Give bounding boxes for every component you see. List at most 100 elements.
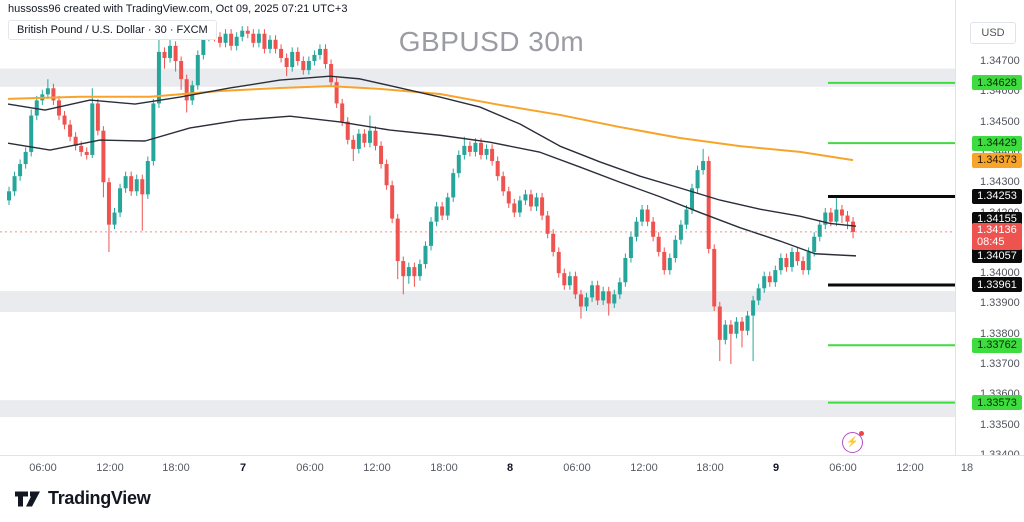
- candle: [345, 117, 350, 145]
- symbol-legend[interactable]: British Pound / U.S. Dollar · 30 · FXCM: [8, 20, 217, 40]
- symbol-legend-text: British Pound / U.S. Dollar · 30 · FXCM: [17, 24, 208, 36]
- candle: [701, 148, 706, 175]
- time-axis[interactable]: 06:00 12:00 18:00 7 06:00 12:00 18:00 8 06:00 12:…: [0, 455, 1024, 481]
- time-tick: 12:00: [96, 462, 124, 474]
- candle: [728, 320, 733, 365]
- price-tick: 1.33900: [980, 297, 1020, 310]
- candle: [695, 165, 700, 193]
- chart-pane[interactable]: GBPUSD 30m British Pound / U.S. Dollar ·…: [0, 0, 955, 455]
- candle: [512, 198, 517, 218]
- candle: [156, 39, 161, 108]
- price-badge-green: 1.34628: [972, 75, 1022, 91]
- candle: [651, 217, 656, 242]
- candle: [229, 29, 234, 51]
- time-tick: 12:00: [896, 462, 924, 474]
- price-tick: 1.33800: [980, 327, 1020, 340]
- candle: [7, 186, 11, 205]
- flash-alert-icon[interactable]: ⚡: [842, 431, 864, 453]
- notification-dot: [859, 431, 864, 436]
- candle: [262, 29, 267, 54]
- price-pane-svg[interactable]: [0, 0, 955, 455]
- price-axis[interactable]: USD 1.34700 1.34600 1.34500 1.34400 1.34300 1…: [955, 0, 1024, 461]
- candle: [223, 29, 228, 48]
- candle: [823, 207, 828, 230]
- candle: [367, 115, 372, 148]
- candle: [462, 136, 467, 160]
- time-tick: 18:00: [430, 462, 458, 474]
- candle: [534, 192, 539, 212]
- candle: [356, 129, 361, 154]
- candle: [817, 220, 822, 242]
- currency-toggle-button[interactable]: USD: [970, 22, 1016, 44]
- candle: [29, 109, 34, 157]
- candle: [551, 229, 556, 257]
- candle: [767, 271, 772, 287]
- time-tick: 06:00: [29, 462, 57, 474]
- price-tick: 1.34300: [980, 176, 1020, 189]
- candle: [834, 197, 839, 227]
- candle: [12, 171, 17, 196]
- candle: [523, 189, 528, 205]
- candle: [284, 53, 289, 77]
- candle: [456, 150, 461, 178]
- candle: [712, 244, 717, 312]
- candle: [134, 174, 139, 196]
- candle: [290, 47, 295, 72]
- candle: [739, 317, 744, 348]
- tradingview-logo[interactable]: TradingView: [14, 488, 151, 509]
- candle: [445, 192, 450, 221]
- price-badge-green: 1.34429: [972, 135, 1022, 151]
- candle: [256, 29, 261, 48]
- candle: [306, 56, 311, 75]
- time-tick-day: 8: [506, 462, 514, 474]
- candle: [573, 271, 578, 299]
- candle: [145, 156, 150, 199]
- candle: [501, 171, 506, 196]
- candle: [23, 147, 28, 169]
- candle: [423, 241, 428, 269]
- candle: [45, 79, 50, 99]
- price-badge-green: 1.33762: [972, 337, 1022, 353]
- ma-black-slow[interactable]: [7, 115, 857, 257]
- candle: [467, 141, 472, 157]
- candle: [745, 311, 750, 336]
- footer: TradingView: [0, 480, 1024, 522]
- candle: [390, 180, 395, 224]
- time-tick: 06:00: [829, 462, 857, 474]
- candle: [762, 271, 767, 293]
- watermark-title: GBPUSD 30m: [398, 26, 585, 57]
- candle: [778, 253, 783, 275]
- price-tick: 1.34500: [980, 115, 1020, 128]
- candle: [317, 44, 322, 60]
- candle: [789, 247, 794, 272]
- candle: [101, 126, 106, 198]
- time-tick: 12:00: [363, 462, 391, 474]
- candle: [295, 47, 300, 66]
- ma-black-fast[interactable]: [7, 75, 857, 227]
- candle: [379, 141, 384, 169]
- candle: [795, 247, 800, 266]
- candle: [640, 204, 645, 227]
- candle: [801, 256, 806, 275]
- candle: [612, 289, 617, 309]
- candle: [195, 50, 200, 90]
- candle: [240, 26, 245, 42]
- candle: [784, 253, 789, 272]
- candle: [578, 289, 583, 319]
- candle: [684, 204, 689, 230]
- candle: [656, 232, 661, 257]
- candle: [734, 317, 739, 339]
- candle: [218, 32, 223, 48]
- candle: [479, 138, 484, 160]
- candle: [301, 56, 306, 75]
- candle: [634, 217, 639, 242]
- ma-orange[interactable]: [7, 85, 854, 162]
- candle: [645, 204, 650, 227]
- candle: [62, 111, 67, 130]
- price-tick: 1.34700: [980, 55, 1020, 67]
- price-badge-black: 1.34253: [972, 188, 1022, 204]
- candle: [34, 95, 39, 121]
- candle: [84, 147, 89, 160]
- price-badge-black: 1.33961: [972, 277, 1022, 293]
- candle: [273, 35, 278, 54]
